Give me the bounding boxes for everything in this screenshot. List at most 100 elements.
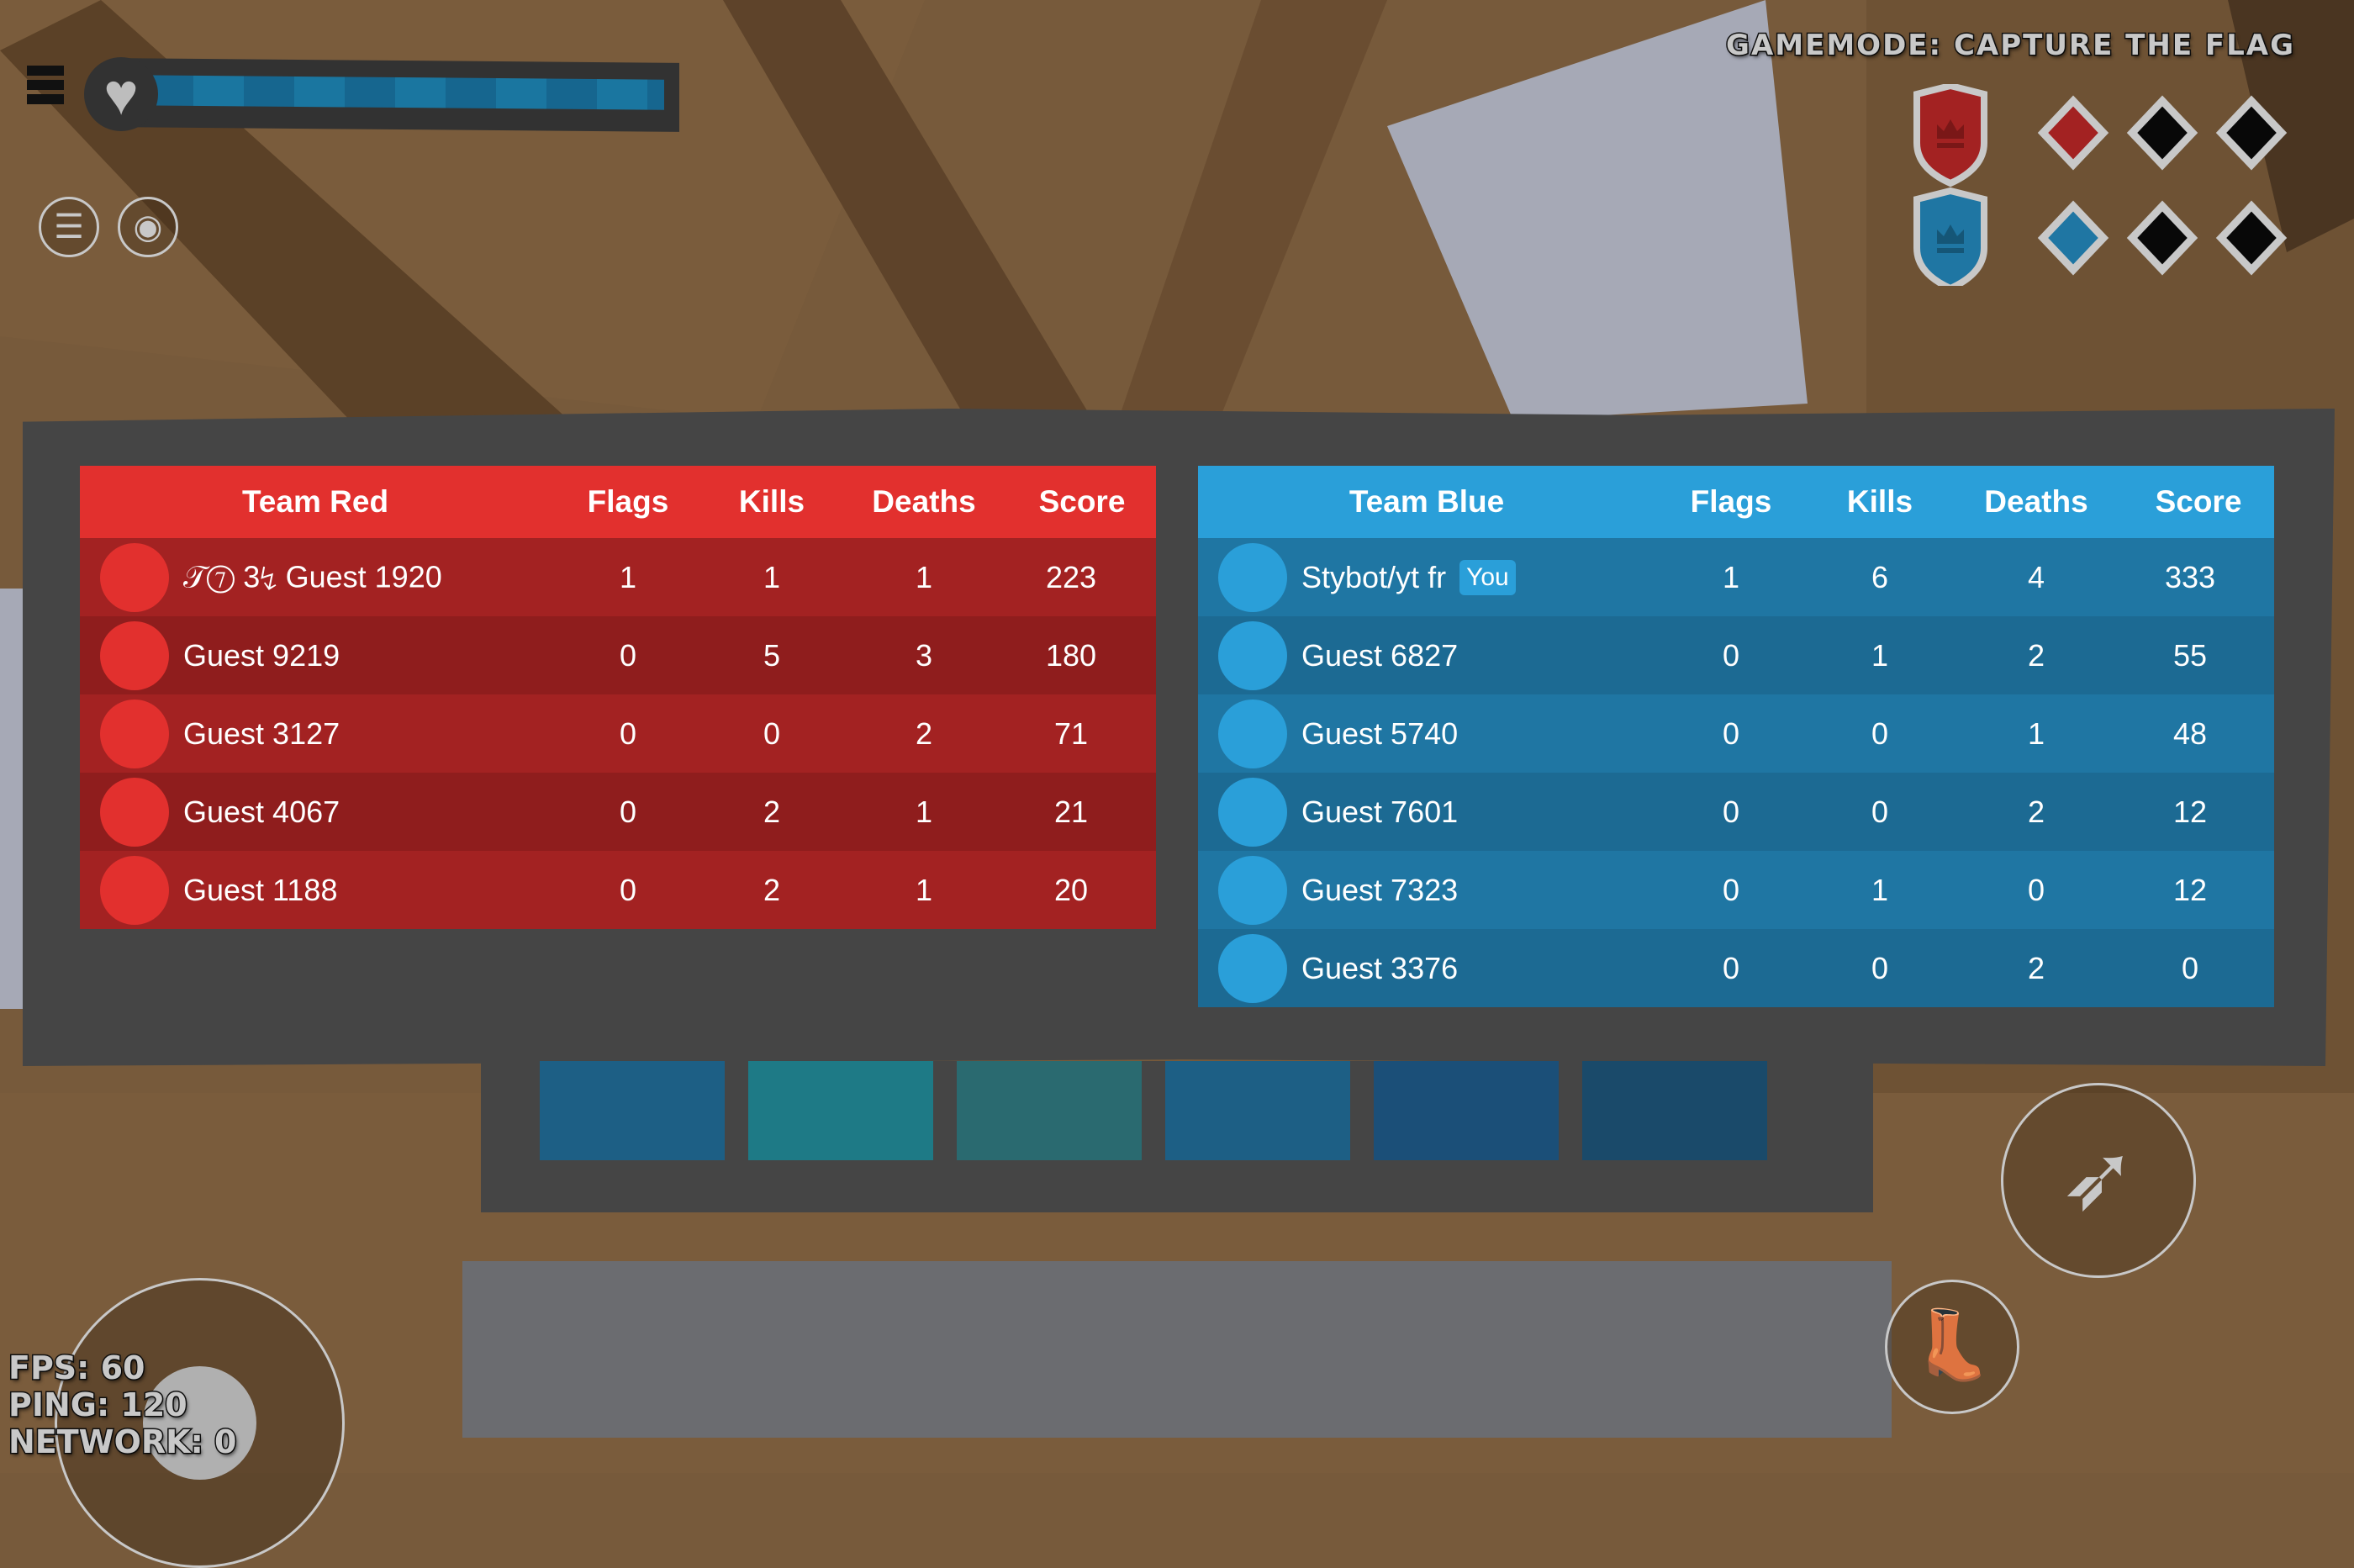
health-fill [143, 75, 664, 110]
player-avatar [1218, 855, 1287, 925]
player-flags: 0 [1722, 950, 1740, 985]
team-blue-title: Team Blue [1349, 484, 1505, 519]
joystick-knob[interactable] [143, 1366, 256, 1480]
team-blue-header: Team Blue Flags Kills Deaths Score [1198, 466, 2274, 538]
player-kills: 6 [1871, 559, 1889, 594]
player-row[interactable]: 𝒯⑦ 3↯ Guest 1920 1 1 1 223 [80, 538, 1156, 616]
player-name-cell: Guest 5740 [1301, 716, 1458, 752]
player-deaths: 1 [915, 559, 933, 594]
loadout-slot[interactable] [1582, 1061, 1767, 1160]
red-flag-diamond-icon [2037, 95, 2109, 171]
player-name: Guest 5740 [1301, 715, 1459, 751]
player-deaths: 1 [915, 794, 933, 829]
player-score: 55 [2172, 637, 2208, 673]
player-name-cell: Guest 3127 [183, 716, 340, 752]
player-deaths: 4 [2027, 559, 2045, 594]
team-red-table: Team Red Flags Kills Deaths Score 𝒯⑦ 3↯ … [80, 466, 1156, 929]
loadout-slot[interactable] [540, 1061, 725, 1160]
player-kills: 0 [1871, 794, 1889, 829]
player-avatar [100, 777, 169, 847]
player-deaths: 1 [2027, 715, 2045, 751]
player-name: 𝒯⑦ 3↯ Guest 1920 [183, 559, 442, 594]
blue-flag-diamond-icon [2126, 200, 2198, 276]
player-name-cell: Guest 7601 [1301, 795, 1458, 830]
player-row[interactable]: Guest 6827 0 1 2 55 [1198, 616, 2274, 694]
col-score: Score [2155, 484, 2242, 519]
player-name-cell: Guest 9219 [183, 638, 340, 673]
player-kills: 1 [1871, 872, 1889, 907]
player-score: 180 [1045, 637, 1097, 673]
team-red-title: Team Red [241, 484, 389, 519]
player-name-cell: Guest 4067 [183, 795, 340, 830]
player-row[interactable]: Guest 3376 0 0 2 0 [1198, 929, 2274, 1007]
player-deaths: 2 [2027, 794, 2045, 829]
player-kills: 1 [763, 559, 781, 594]
player-kills: 2 [763, 794, 781, 829]
player-flags: 0 [1722, 872, 1740, 907]
player-name-cell: Guest 7323 [1301, 873, 1458, 908]
player-flags: 1 [619, 559, 637, 594]
col-kills: Kills [738, 484, 805, 519]
col-deaths: Deaths [872, 484, 976, 519]
blue-flag-diamond-icon [2037, 200, 2109, 276]
player-name: Guest 3127 [183, 715, 340, 751]
loadout-slot[interactable] [748, 1061, 933, 1160]
loadout-slot[interactable] [957, 1061, 1142, 1160]
attack-spear-button[interactable]: ➶ [2001, 1083, 2196, 1278]
player-flags: 0 [1722, 715, 1740, 751]
player-score: 0 [2181, 950, 2199, 985]
col-score: Score [1038, 484, 1126, 519]
player-deaths: 2 [915, 715, 933, 751]
player-flags: 0 [619, 715, 637, 751]
player-row[interactable]: Guest 4067 0 2 1 21 [80, 773, 1156, 851]
scoreboard-toggle-button[interactable]: ☰ [39, 197, 99, 257]
team-blue-table: Team Blue Flags Kills Deaths Score Stybo… [1198, 466, 2274, 1007]
network-readout: NETWORK: 0 [7, 1423, 237, 1462]
loadout-slot[interactable] [1374, 1061, 1559, 1160]
health-bar [118, 58, 679, 132]
player-deaths: 0 [2027, 872, 2045, 907]
player-row[interactable]: Guest 1188 0 2 1 20 [80, 851, 1156, 929]
loadout-strip [481, 1061, 1873, 1212]
loadout-slot[interactable] [1165, 1061, 1350, 1160]
ping-readout: PING: 120 [7, 1386, 188, 1425]
player-avatar [100, 699, 169, 768]
spectate-eye-button[interactable]: ◉ [118, 197, 178, 257]
player-row[interactable]: Guest 7601 0 0 2 12 [1198, 773, 2274, 851]
player-name-cell: Stybot/yt fr You [1301, 559, 1516, 595]
player-name: Guest 3376 [1301, 950, 1459, 985]
player-kills: 0 [1871, 950, 1889, 985]
red-flag-diamond-icon [2126, 95, 2198, 171]
blue-flag-diamond-icon [2215, 200, 2288, 276]
player-name: Guest 7323 [1301, 872, 1459, 907]
player-avatar [1218, 620, 1287, 690]
player-score: 223 [1045, 559, 1097, 594]
player-row[interactable]: Guest 7323 0 1 0 12 [1198, 851, 2274, 929]
player-name: Stybot/yt fr [1301, 559, 1447, 594]
player-name: Guest 1188 [183, 872, 338, 907]
player-flags: 0 [1722, 794, 1740, 829]
player-avatar [1218, 542, 1287, 612]
you-badge: You [1459, 559, 1516, 595]
blue-shield-icon [1913, 187, 1987, 286]
col-deaths: Deaths [1984, 484, 2088, 519]
red-shield-icon [1913, 84, 1987, 187]
player-avatar [1218, 933, 1287, 1003]
player-row[interactable]: Guest 3127 0 0 2 71 [80, 694, 1156, 773]
heart-icon: ♥ [84, 57, 158, 131]
player-row[interactable]: Guest 9219 0 5 3 180 [80, 616, 1156, 694]
player-score: 12 [2172, 872, 2208, 907]
player-flags: 1 [1722, 559, 1740, 594]
player-kills: 2 [763, 872, 781, 907]
player-row[interactable]: Stybot/yt fr You 1 6 4 333 [1198, 538, 2274, 616]
jump-boot-button[interactable]: 👢 [1885, 1280, 2019, 1414]
player-avatar [100, 620, 169, 690]
player-name-cell: Guest 3376 [1301, 951, 1458, 986]
network-stats: FPS: 60 PING: 120 NETWORK: 0 [7, 1349, 237, 1462]
player-score: 12 [2172, 794, 2208, 829]
player-name-cell: 𝒯⑦ 3↯ Guest 1920 [183, 559, 442, 595]
player-name: Guest 7601 [1301, 794, 1459, 829]
menu-icon[interactable] [27, 66, 64, 104]
player-row[interactable]: Guest 5740 0 0 1 48 [1198, 694, 2274, 773]
col-flags: Flags [1690, 484, 1772, 519]
